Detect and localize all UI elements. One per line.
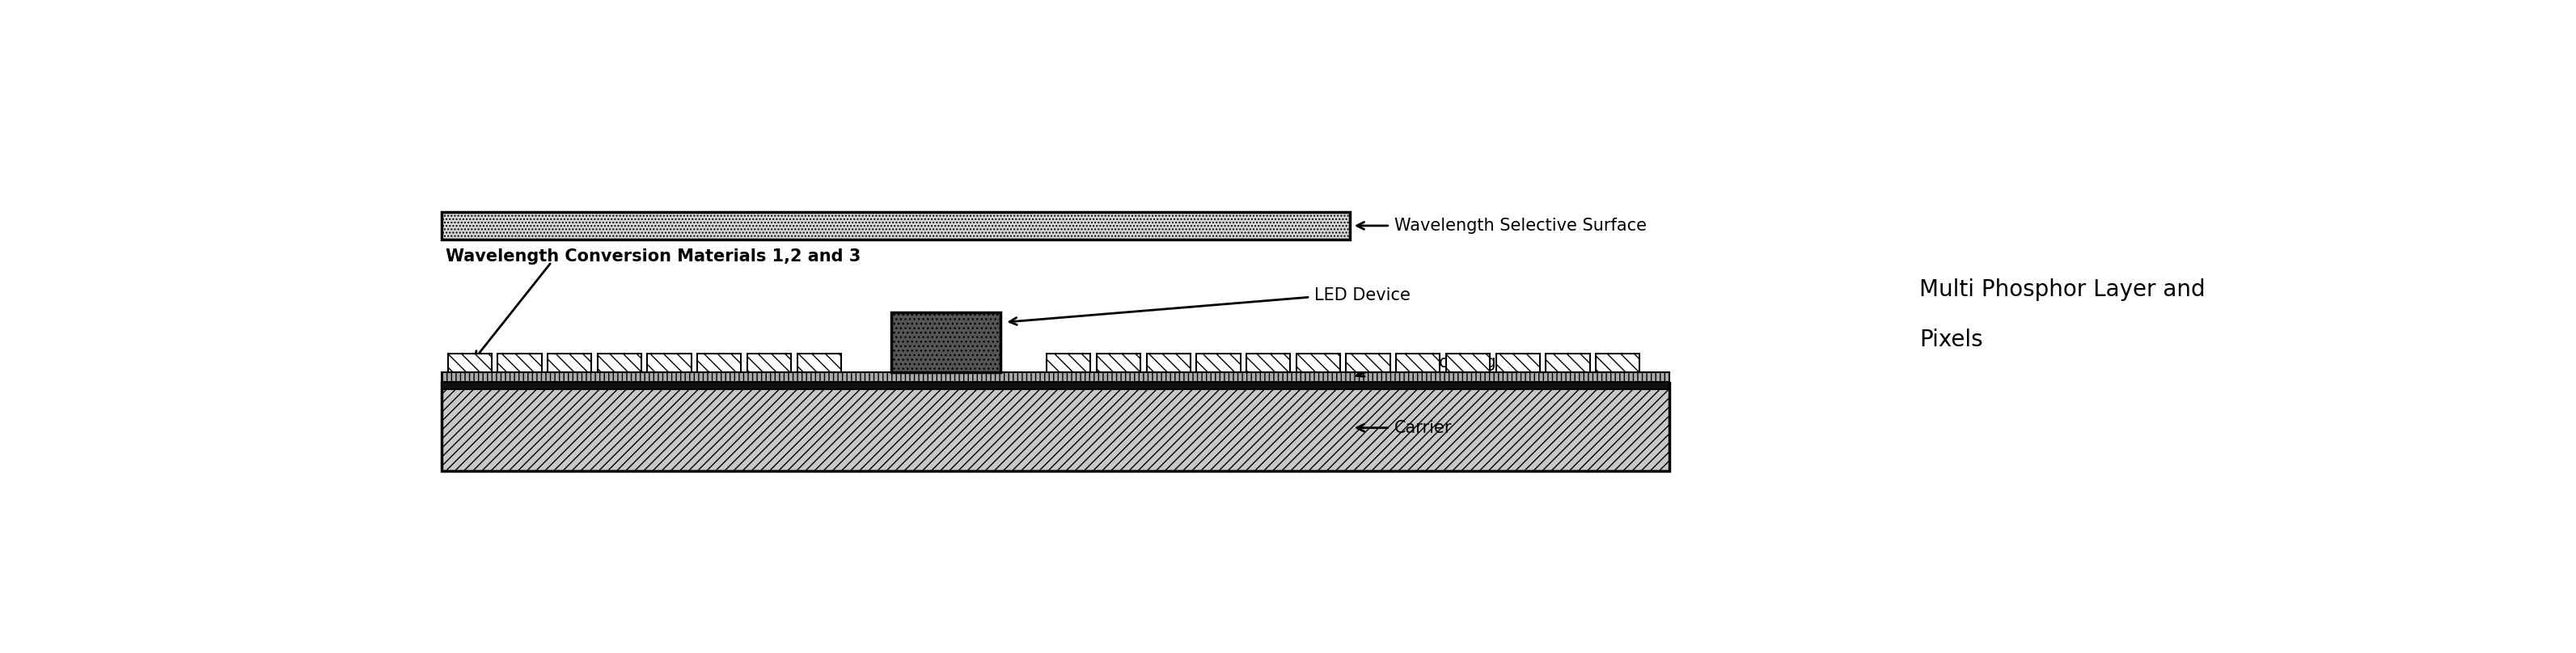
- Text: Pixels: Pixels: [1919, 328, 1984, 351]
- Bar: [1445, 353, 1489, 372]
- Bar: [1546, 353, 1589, 372]
- Bar: [448, 353, 492, 372]
- Bar: [1146, 353, 1190, 372]
- Bar: [443, 383, 1669, 471]
- Bar: [698, 353, 742, 372]
- Text: Wavelength Conversion Materials 1,2 and 3: Wavelength Conversion Materials 1,2 and …: [446, 249, 860, 265]
- Text: Wavelength Selective Surface: Wavelength Selective Surface: [1394, 217, 1646, 234]
- Bar: [549, 353, 592, 372]
- Bar: [1497, 353, 1540, 372]
- Bar: [443, 212, 1350, 239]
- Bar: [891, 312, 999, 372]
- Bar: [1347, 353, 1391, 372]
- Bar: [1296, 353, 1340, 372]
- Bar: [1247, 353, 1291, 372]
- Bar: [443, 372, 1669, 383]
- Bar: [497, 353, 541, 372]
- Bar: [647, 353, 690, 372]
- Bar: [1396, 353, 1440, 372]
- Bar: [598, 353, 641, 372]
- Text: Multi Phosphor Layer and: Multi Phosphor Layer and: [1919, 278, 2205, 301]
- Bar: [1195, 353, 1242, 372]
- Bar: [1097, 353, 1141, 372]
- Bar: [796, 353, 840, 372]
- Bar: [443, 381, 1669, 389]
- Bar: [1046, 353, 1090, 372]
- Text: LED Device: LED Device: [1314, 287, 1409, 304]
- Bar: [1595, 353, 1641, 372]
- Text: Surface Region: Surface Region: [1394, 355, 1522, 370]
- Text: Carrier: Carrier: [1394, 420, 1453, 436]
- Bar: [747, 353, 791, 372]
